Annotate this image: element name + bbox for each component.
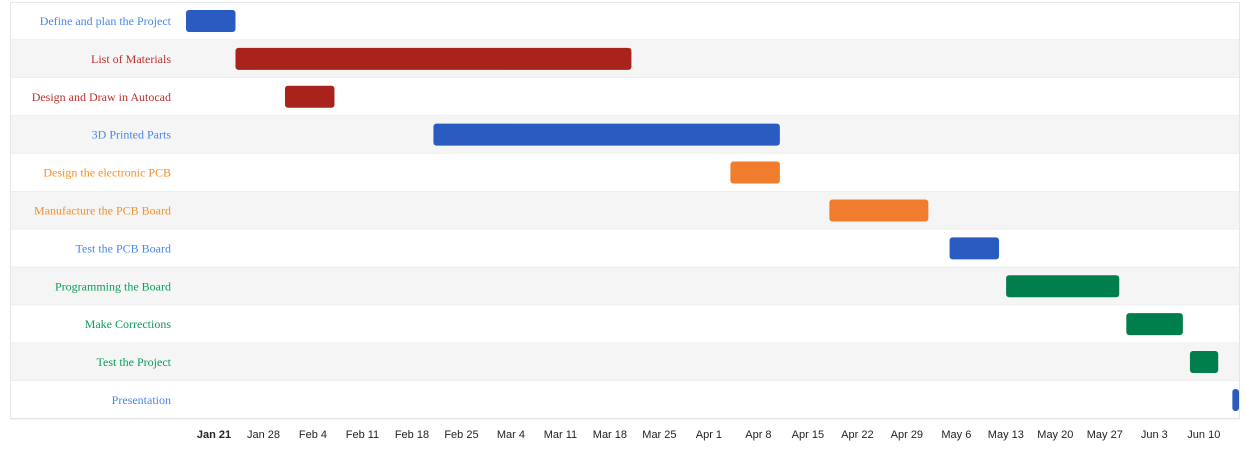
task-bar[interactable]	[829, 199, 929, 222]
task-row	[10, 229, 1240, 268]
task-bar[interactable]	[433, 123, 780, 146]
x-tick-label: Apr 29	[891, 429, 923, 441]
x-tick-label: Mar 4	[497, 429, 525, 441]
task-bar[interactable]	[1232, 388, 1239, 411]
task-bar[interactable]	[284, 85, 335, 108]
task-bar[interactable]	[949, 237, 1000, 260]
task-label: Manufacture the PCB Board	[34, 203, 171, 217]
x-tick-label: Apr 8	[745, 429, 771, 441]
task-label: Test the Project	[97, 355, 172, 369]
x-tick-label: May 13	[988, 429, 1024, 441]
x-tick-label: Feb 11	[346, 429, 379, 441]
x-tick-label: Mar 25	[642, 429, 676, 441]
task-bar[interactable]	[186, 9, 236, 32]
task-label: Presentation	[112, 393, 171, 407]
x-tick-label: Apr 1	[696, 429, 722, 441]
task-row	[10, 77, 1240, 116]
task-bars	[186, 9, 1239, 411]
x-tick-label: Jun 3	[1141, 429, 1168, 441]
task-bar[interactable]	[1006, 275, 1120, 298]
x-tick-label: Apr 22	[841, 429, 873, 441]
x-tick-label: Mar 11	[544, 429, 577, 441]
x-tick-label: Jun 10	[1187, 429, 1220, 441]
task-bar[interactable]	[730, 161, 780, 184]
task-row	[10, 343, 1240, 381]
x-axis-ticks: Jan 21 Jan 28 Feb 4 Feb 11 Feb 18 Feb 25 Mar 4…	[197, 429, 1220, 441]
x-tick-label: Apr 15	[792, 429, 824, 441]
task-label: Make Corrections	[85, 317, 172, 331]
x-tick-label: Feb 18	[395, 429, 429, 441]
task-row	[10, 191, 1240, 230]
task-row	[10, 153, 1240, 192]
task-label: Design the electronic PCB	[43, 166, 171, 180]
task-label: List of Materials	[91, 52, 171, 66]
chart-frame	[10, 2, 1240, 419]
x-tick-label: Jan 28	[247, 429, 280, 441]
task-label: Design and Draw in Autocad	[32, 90, 171, 104]
x-tick-label: May 27	[1087, 429, 1123, 441]
task-row	[10, 381, 1240, 419]
x-tick-label: Feb 4	[299, 429, 327, 441]
task-label: Define and plan the Project	[40, 14, 172, 28]
task-label: Test the PCB Board	[76, 241, 172, 255]
task-label: Programming the Board	[55, 279, 171, 293]
task-bar[interactable]	[235, 47, 632, 70]
x-tick-label: May 20	[1037, 429, 1073, 441]
task-bar[interactable]	[1126, 313, 1183, 336]
task-row	[10, 305, 1240, 344]
x-tick-label: Jan 21	[197, 429, 231, 441]
x-tick-label: Feb 25	[444, 429, 478, 441]
task-labels: Define and plan the Project List of Mater…	[32, 14, 172, 407]
task-label: 3D Printed Parts	[92, 128, 172, 142]
x-tick-label: Mar 18	[593, 429, 627, 441]
task-bar[interactable]	[1189, 351, 1219, 374]
x-tick-label: May 6	[941, 429, 971, 441]
